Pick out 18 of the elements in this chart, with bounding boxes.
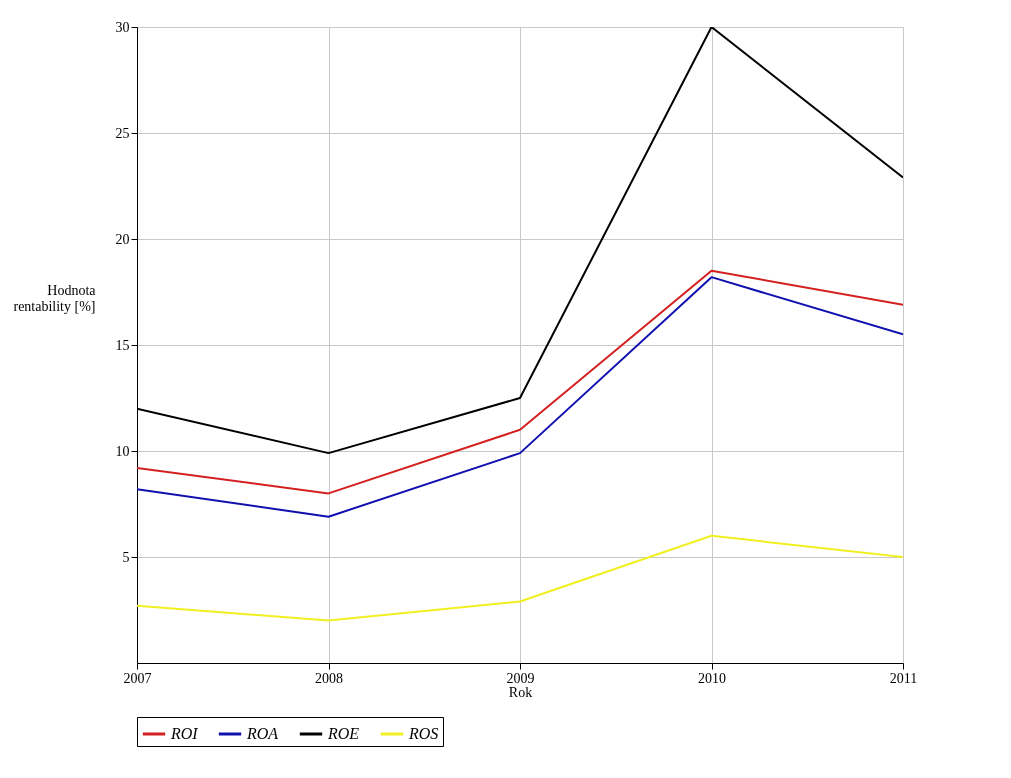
- x-tick-label: 2007: [123, 670, 152, 686]
- legend-label: ROS: [408, 725, 439, 742]
- x-axis-title: Rok: [508, 684, 533, 700]
- y-tick-label: 25: [115, 125, 130, 141]
- y-tick-label: 15: [115, 337, 130, 353]
- x-tick-label: 2010: [698, 670, 726, 686]
- legend-label: ROI: [170, 725, 199, 742]
- y-tick-label: 5: [122, 549, 130, 565]
- y-tick-label: 20: [115, 231, 130, 247]
- x-tick-label: 2009: [506, 670, 535, 686]
- x-tick-label: 2011: [889, 670, 918, 686]
- y-tick-label: 30: [115, 19, 130, 35]
- y-axis-title: Hodnota rentability [%]: [13, 282, 97, 314]
- line-series: [137, 534, 903, 622]
- legend-label: ROE: [327, 725, 360, 742]
- x-tick-label: 2008: [315, 670, 343, 686]
- y-tick-label: 10: [115, 443, 130, 459]
- legend-label: ROA: [246, 725, 279, 742]
